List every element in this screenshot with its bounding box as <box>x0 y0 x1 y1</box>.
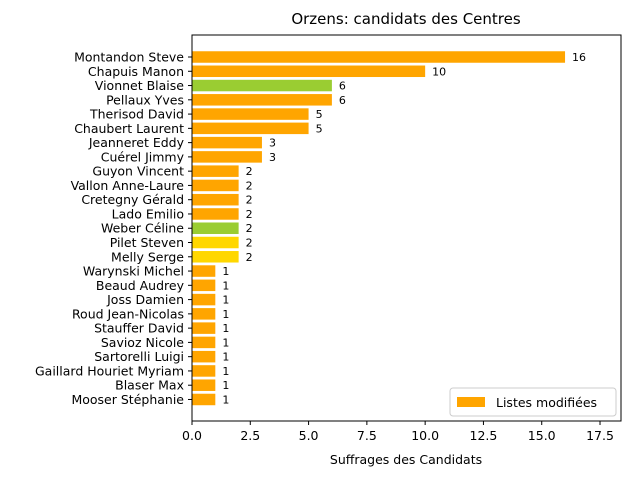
bar <box>192 65 426 78</box>
legend-frame <box>449 387 617 417</box>
bar <box>192 336 216 349</box>
x-tick-label: 12.5 <box>470 428 498 443</box>
bar <box>192 393 216 406</box>
bar-value-label: 2 <box>246 222 253 235</box>
bar <box>192 179 239 192</box>
bar <box>192 322 216 334</box>
bar-value-label: 1 <box>222 322 229 335</box>
bar-value-label: 3 <box>269 137 276 150</box>
bar-value-label: 1 <box>222 393 229 406</box>
x-tick-label: 10.0 <box>411 428 439 443</box>
bar <box>192 51 566 63</box>
bar <box>192 293 216 306</box>
bar <box>192 94 332 106</box>
y-tick-label: Lado Emilio <box>112 206 184 221</box>
bar <box>192 265 216 277</box>
bar-value-label: 2 <box>246 251 253 264</box>
legend: Listes modifiées <box>449 387 617 417</box>
y-tick-label: Chapuis Manon <box>88 64 184 79</box>
y-tick-label: Vionnet Blaise <box>95 78 185 93</box>
bar-value-label: 10 <box>432 65 446 78</box>
y-tick-label: Sartorelli Luigi <box>94 349 184 364</box>
y-tick-label: Weber Céline <box>101 221 184 236</box>
chart-title: Orzens: candidats des Centres <box>291 10 521 28</box>
bar-value-label: 2 <box>246 165 253 178</box>
bar-value-label: 5 <box>316 122 323 135</box>
y-tick-label: Roud Jean-Nicolas <box>72 306 184 321</box>
y-tick-label: Stauffer David <box>94 321 184 336</box>
bar <box>192 251 239 263</box>
bar <box>192 151 262 163</box>
bar-value-label: 6 <box>339 94 346 107</box>
bar <box>192 222 239 234</box>
x-tick-label: 15.0 <box>528 428 556 443</box>
x-tick-label: 5.0 <box>299 428 319 443</box>
y-tick-label: Joss Damien <box>106 292 184 307</box>
plot-frame <box>191 34 622 422</box>
bar-value-label: 2 <box>246 179 253 192</box>
bar-value-label: 16 <box>572 51 586 64</box>
bar-value-label: 2 <box>246 208 253 221</box>
y-tick-label: Montandon Steve <box>74 50 184 65</box>
y-tick-label: Savioz Nicole <box>101 335 184 350</box>
legend-swatch <box>457 397 485 407</box>
bar-value-label: 1 <box>222 294 229 307</box>
bar <box>192 79 332 92</box>
x-tick-label: 0.0 <box>182 428 202 443</box>
y-tick-label: Pellaux Yves <box>106 92 184 107</box>
bar <box>192 308 216 320</box>
legend-label: Listes modifiées <box>496 395 597 410</box>
y-tick-label: Guyon Vincent <box>92 164 184 179</box>
x-tick-label: 2.5 <box>240 428 260 443</box>
y-tick-label: Beaud Audrey <box>96 278 185 293</box>
x-axis-label: Suffrages des Candidats <box>330 452 482 467</box>
bar-value-label: 1 <box>222 351 229 364</box>
bar <box>192 136 262 149</box>
bar-value-label: 5 <box>316 108 323 121</box>
y-tick-label: Mooser Stéphanie <box>71 392 184 407</box>
x-tick-label: 17.5 <box>586 428 614 443</box>
bar-value-label: 1 <box>222 336 229 349</box>
bar-value-label: 1 <box>222 365 229 378</box>
bar <box>192 108 309 120</box>
y-tick-label: Blaser Max <box>115 378 184 393</box>
y-tick-label: Chaubert Laurent <box>74 121 184 136</box>
bar-value-label: 2 <box>246 194 253 207</box>
bar <box>192 208 239 220</box>
y-tick-label: Melly Serge <box>111 249 184 264</box>
y-tick-label: Therisod David <box>89 107 184 122</box>
bar <box>192 279 216 292</box>
bar <box>192 379 216 391</box>
x-tick-label: 7.5 <box>357 428 377 443</box>
y-tick-label: Gaillard Houriet Myriam <box>35 363 184 378</box>
bar-value-label: 1 <box>222 265 229 278</box>
y-tick-label: Cretegny Gérald <box>81 192 184 207</box>
bar-value-label: 2 <box>246 237 253 250</box>
bar <box>192 193 239 206</box>
bar <box>192 236 239 249</box>
y-tick-label: Pilet Steven <box>110 235 184 250</box>
y-tick-label: Jeanneret Eddy <box>88 135 185 150</box>
bar <box>192 165 239 177</box>
y-tick-label: Cuérel Jimmy <box>101 149 185 164</box>
bar-value-label: 1 <box>222 379 229 392</box>
bar <box>192 365 216 377</box>
y-tick-label: Warynski Michel <box>83 264 184 279</box>
y-tick-label: Vallon Anne-Laure <box>71 178 185 193</box>
bar-value-label: 6 <box>339 80 346 93</box>
bar-value-label: 1 <box>222 308 229 321</box>
bar <box>192 350 216 363</box>
bar <box>192 122 309 135</box>
bar-value-label: 3 <box>269 151 276 164</box>
bar-value-label: 1 <box>222 279 229 292</box>
